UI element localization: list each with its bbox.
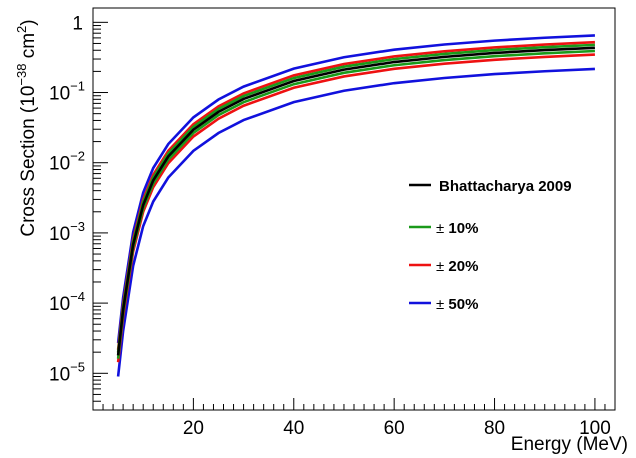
- y-tick-label: 10−3: [49, 219, 85, 245]
- series-line-10%-upper: [116, 43, 595, 353]
- legend: Bhattacharya 2009 ± 10% ± 20% ± 50%: [409, 178, 572, 313]
- legend-entry-label: ± 50%: [436, 296, 478, 313]
- y-axis-label-unit-exponent: 2: [14, 26, 29, 33]
- y-tick-label: 10−5: [49, 359, 85, 385]
- series-line-50%-lower: [116, 67, 595, 377]
- x-tick-label: 100: [579, 418, 611, 439]
- y-axis-label-unit: cm: [18, 33, 39, 64]
- legend-entry-label: Bhattacharya 2009: [439, 178, 572, 195]
- y-tick-label: 10−4: [49, 289, 85, 315]
- x-tick-label: 60: [384, 418, 405, 439]
- y-axis-label: Cross Section (10−38 cm2): [14, 19, 39, 236]
- series-line-50%-upper: [116, 34, 595, 344]
- series-line-10%-lower: [116, 49, 595, 359]
- series-line-nominal: [116, 46, 595, 356]
- curve-layer: [116, 34, 595, 377]
- y-tick-label: 10−1: [49, 79, 85, 105]
- y-axis-label-close: ): [18, 19, 39, 25]
- legend-entry-label: ± 20%: [436, 258, 478, 275]
- y-tick-label: 10−2: [49, 149, 85, 175]
- series-line-20%-lower: [116, 53, 595, 363]
- axis-ticks: 20 40 60 80 100 10−5 10−4 10−3 10−2 10−1 1: [49, 13, 616, 439]
- x-axis-label: Energy (MeV): [511, 434, 628, 455]
- y-axis-label-exponent: −38: [14, 64, 29, 86]
- legend-entry-label: ± 10%: [436, 220, 478, 237]
- x-tick-label: 40: [283, 418, 304, 439]
- y-tick-label: 1: [72, 13, 83, 34]
- x-tick-label: 80: [484, 418, 505, 439]
- y-axis-label-main: Cross Section (10: [18, 86, 39, 237]
- x-tick-label: 20: [183, 418, 204, 439]
